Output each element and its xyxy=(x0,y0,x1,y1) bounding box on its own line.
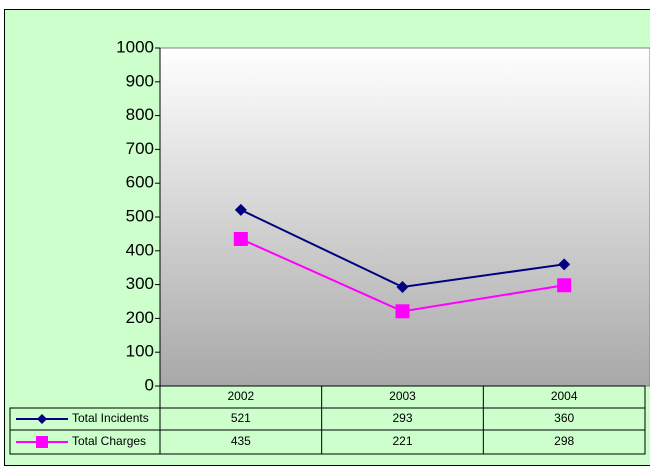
table-value: 360 xyxy=(554,411,574,425)
legend-marker xyxy=(36,436,48,448)
plot-area xyxy=(159,47,650,387)
y-tick-label: 800 xyxy=(126,105,154,124)
table-value: 435 xyxy=(231,434,251,448)
y-tick-label: 500 xyxy=(126,206,154,225)
y-tick-label: 600 xyxy=(126,173,154,192)
y-tick-label: 700 xyxy=(126,139,154,158)
legend-label: Total Incidents xyxy=(72,411,149,425)
table-value: 521 xyxy=(231,411,251,425)
x-tick-label: 2004 xyxy=(551,389,578,403)
legend-marker xyxy=(37,414,47,424)
marker xyxy=(557,278,572,293)
table-value: 298 xyxy=(554,434,574,448)
marker xyxy=(234,203,247,216)
marker xyxy=(233,231,248,246)
y-tick-label: 900 xyxy=(126,71,154,90)
y-tick-label: 1000 xyxy=(116,37,154,56)
table-value: 293 xyxy=(392,411,412,425)
chart-content: 0 100 200 300 400 500 600 700 800 900 1000 2002 2003… xyxy=(9,37,646,455)
x-tick-label: 2003 xyxy=(389,389,416,403)
table-row xyxy=(9,429,646,455)
table-value: 221 xyxy=(392,434,412,448)
marker xyxy=(396,280,409,293)
y-tick-label: 200 xyxy=(126,308,154,327)
y-tick-label: 300 xyxy=(126,274,154,293)
y-tick-label: 0 xyxy=(145,375,154,394)
x-tick-label: 2002 xyxy=(227,389,254,403)
y-tick-label: 400 xyxy=(126,240,154,259)
y-tick-label: 100 xyxy=(126,342,154,361)
legend-label: Total Charges xyxy=(72,434,146,448)
marker xyxy=(395,304,410,319)
marker xyxy=(558,258,571,271)
